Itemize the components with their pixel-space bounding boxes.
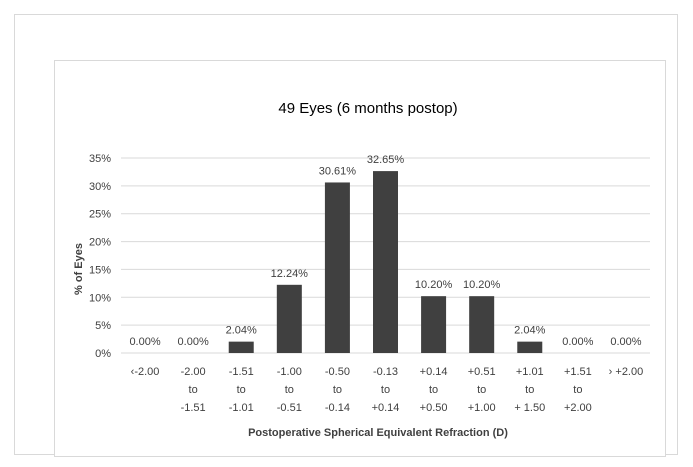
data-label: 30.61% xyxy=(319,165,357,177)
y-tick-label: 0% xyxy=(95,348,111,360)
x-category-label: to xyxy=(429,384,438,396)
bars xyxy=(228,171,543,353)
bar xyxy=(373,171,398,353)
x-category-label: -1.51 xyxy=(181,402,206,414)
x-category-label: ‹-2.00 xyxy=(131,366,160,378)
x-category-label: to xyxy=(477,384,486,396)
x-category-label: +2.00 xyxy=(564,402,592,414)
data-label: 32.65% xyxy=(367,154,405,166)
bar xyxy=(469,296,495,353)
x-axis-title: Postoperative Spherical Equivalent Refra… xyxy=(248,427,508,439)
x-category-label: -2.00 xyxy=(181,366,206,378)
data-labels: 0.00% 0.00% 2.04% 12.24% 30.61% 32.65% 10.20% 1… xyxy=(129,154,641,348)
x-category-label: +0.50 xyxy=(420,402,448,414)
x-category-label: -0.14 xyxy=(325,402,350,414)
data-label: 2.04% xyxy=(226,325,257,337)
x-category-label: -1.51 xyxy=(229,366,254,378)
data-label: 10.20% xyxy=(415,279,453,291)
y-axis-ticks: 0% 5% 10% 15% 20% 25% 30% 35% xyxy=(89,153,111,360)
y-tick-label: 35% xyxy=(89,153,111,165)
data-label: 10.20% xyxy=(463,279,501,291)
x-category-label: -1.01 xyxy=(229,402,254,414)
data-label: 2.04% xyxy=(514,325,545,337)
bar xyxy=(421,296,447,353)
x-category-label: -0.13 xyxy=(373,366,398,378)
data-label: 0.00% xyxy=(129,336,160,348)
x-category-label: to xyxy=(237,384,246,396)
x-category-label: +0.14 xyxy=(372,402,400,414)
y-tick-label: 25% xyxy=(89,209,111,221)
x-category-label: to xyxy=(333,384,342,396)
x-category-label: -1.00 xyxy=(277,366,302,378)
x-category-label: +0.51 xyxy=(468,366,496,378)
chart-area: 49 Eyes (6 months postop) 0% 5% 10% 15% 20% 2… xyxy=(54,60,666,457)
bar-chart: 49 Eyes (6 months postop) 0% 5% 10% 15% 20% 2… xyxy=(73,100,650,439)
bar xyxy=(324,182,350,353)
x-category-label: to xyxy=(573,384,582,396)
x-category-label: +0.14 xyxy=(420,366,448,378)
data-label: 0.00% xyxy=(562,336,593,348)
x-axis-categories: ‹-2.00 -2.00 to -1.51 -1.51 to -1.01 -1.00 to -0.… xyxy=(131,366,644,414)
chart-title: 49 Eyes (6 months postop) xyxy=(278,100,457,117)
data-label: 0.00% xyxy=(610,336,641,348)
x-category-label: › +2.00 xyxy=(609,366,644,378)
x-category-label: -0.50 xyxy=(325,366,350,378)
bar xyxy=(228,341,254,353)
x-category-label: to xyxy=(381,384,390,396)
bar xyxy=(517,341,543,353)
y-tick-label: 20% xyxy=(89,237,111,249)
y-tick-label: 5% xyxy=(95,320,111,332)
x-category-label: +1.51 xyxy=(564,366,592,378)
chart-outer-frame: 49 Eyes (6 months postop) 0% 5% 10% 15% 20% 2… xyxy=(14,14,678,457)
data-label: 12.24% xyxy=(271,268,309,280)
y-tick-label: 10% xyxy=(89,292,111,304)
x-category-label: to xyxy=(525,384,534,396)
x-category-label: + 1.50 xyxy=(514,402,545,414)
x-category-label: +1.00 xyxy=(468,402,496,414)
x-category-label: to xyxy=(189,384,198,396)
y-axis-title: % of Eyes xyxy=(73,243,85,295)
data-label: 0.00% xyxy=(178,336,209,348)
x-category-label: to xyxy=(285,384,294,396)
bar xyxy=(276,284,302,353)
x-category-label: -0.51 xyxy=(277,402,302,414)
x-category-label: +1.01 xyxy=(516,366,544,378)
y-tick-label: 15% xyxy=(89,264,111,276)
y-tick-label: 30% xyxy=(89,181,111,193)
